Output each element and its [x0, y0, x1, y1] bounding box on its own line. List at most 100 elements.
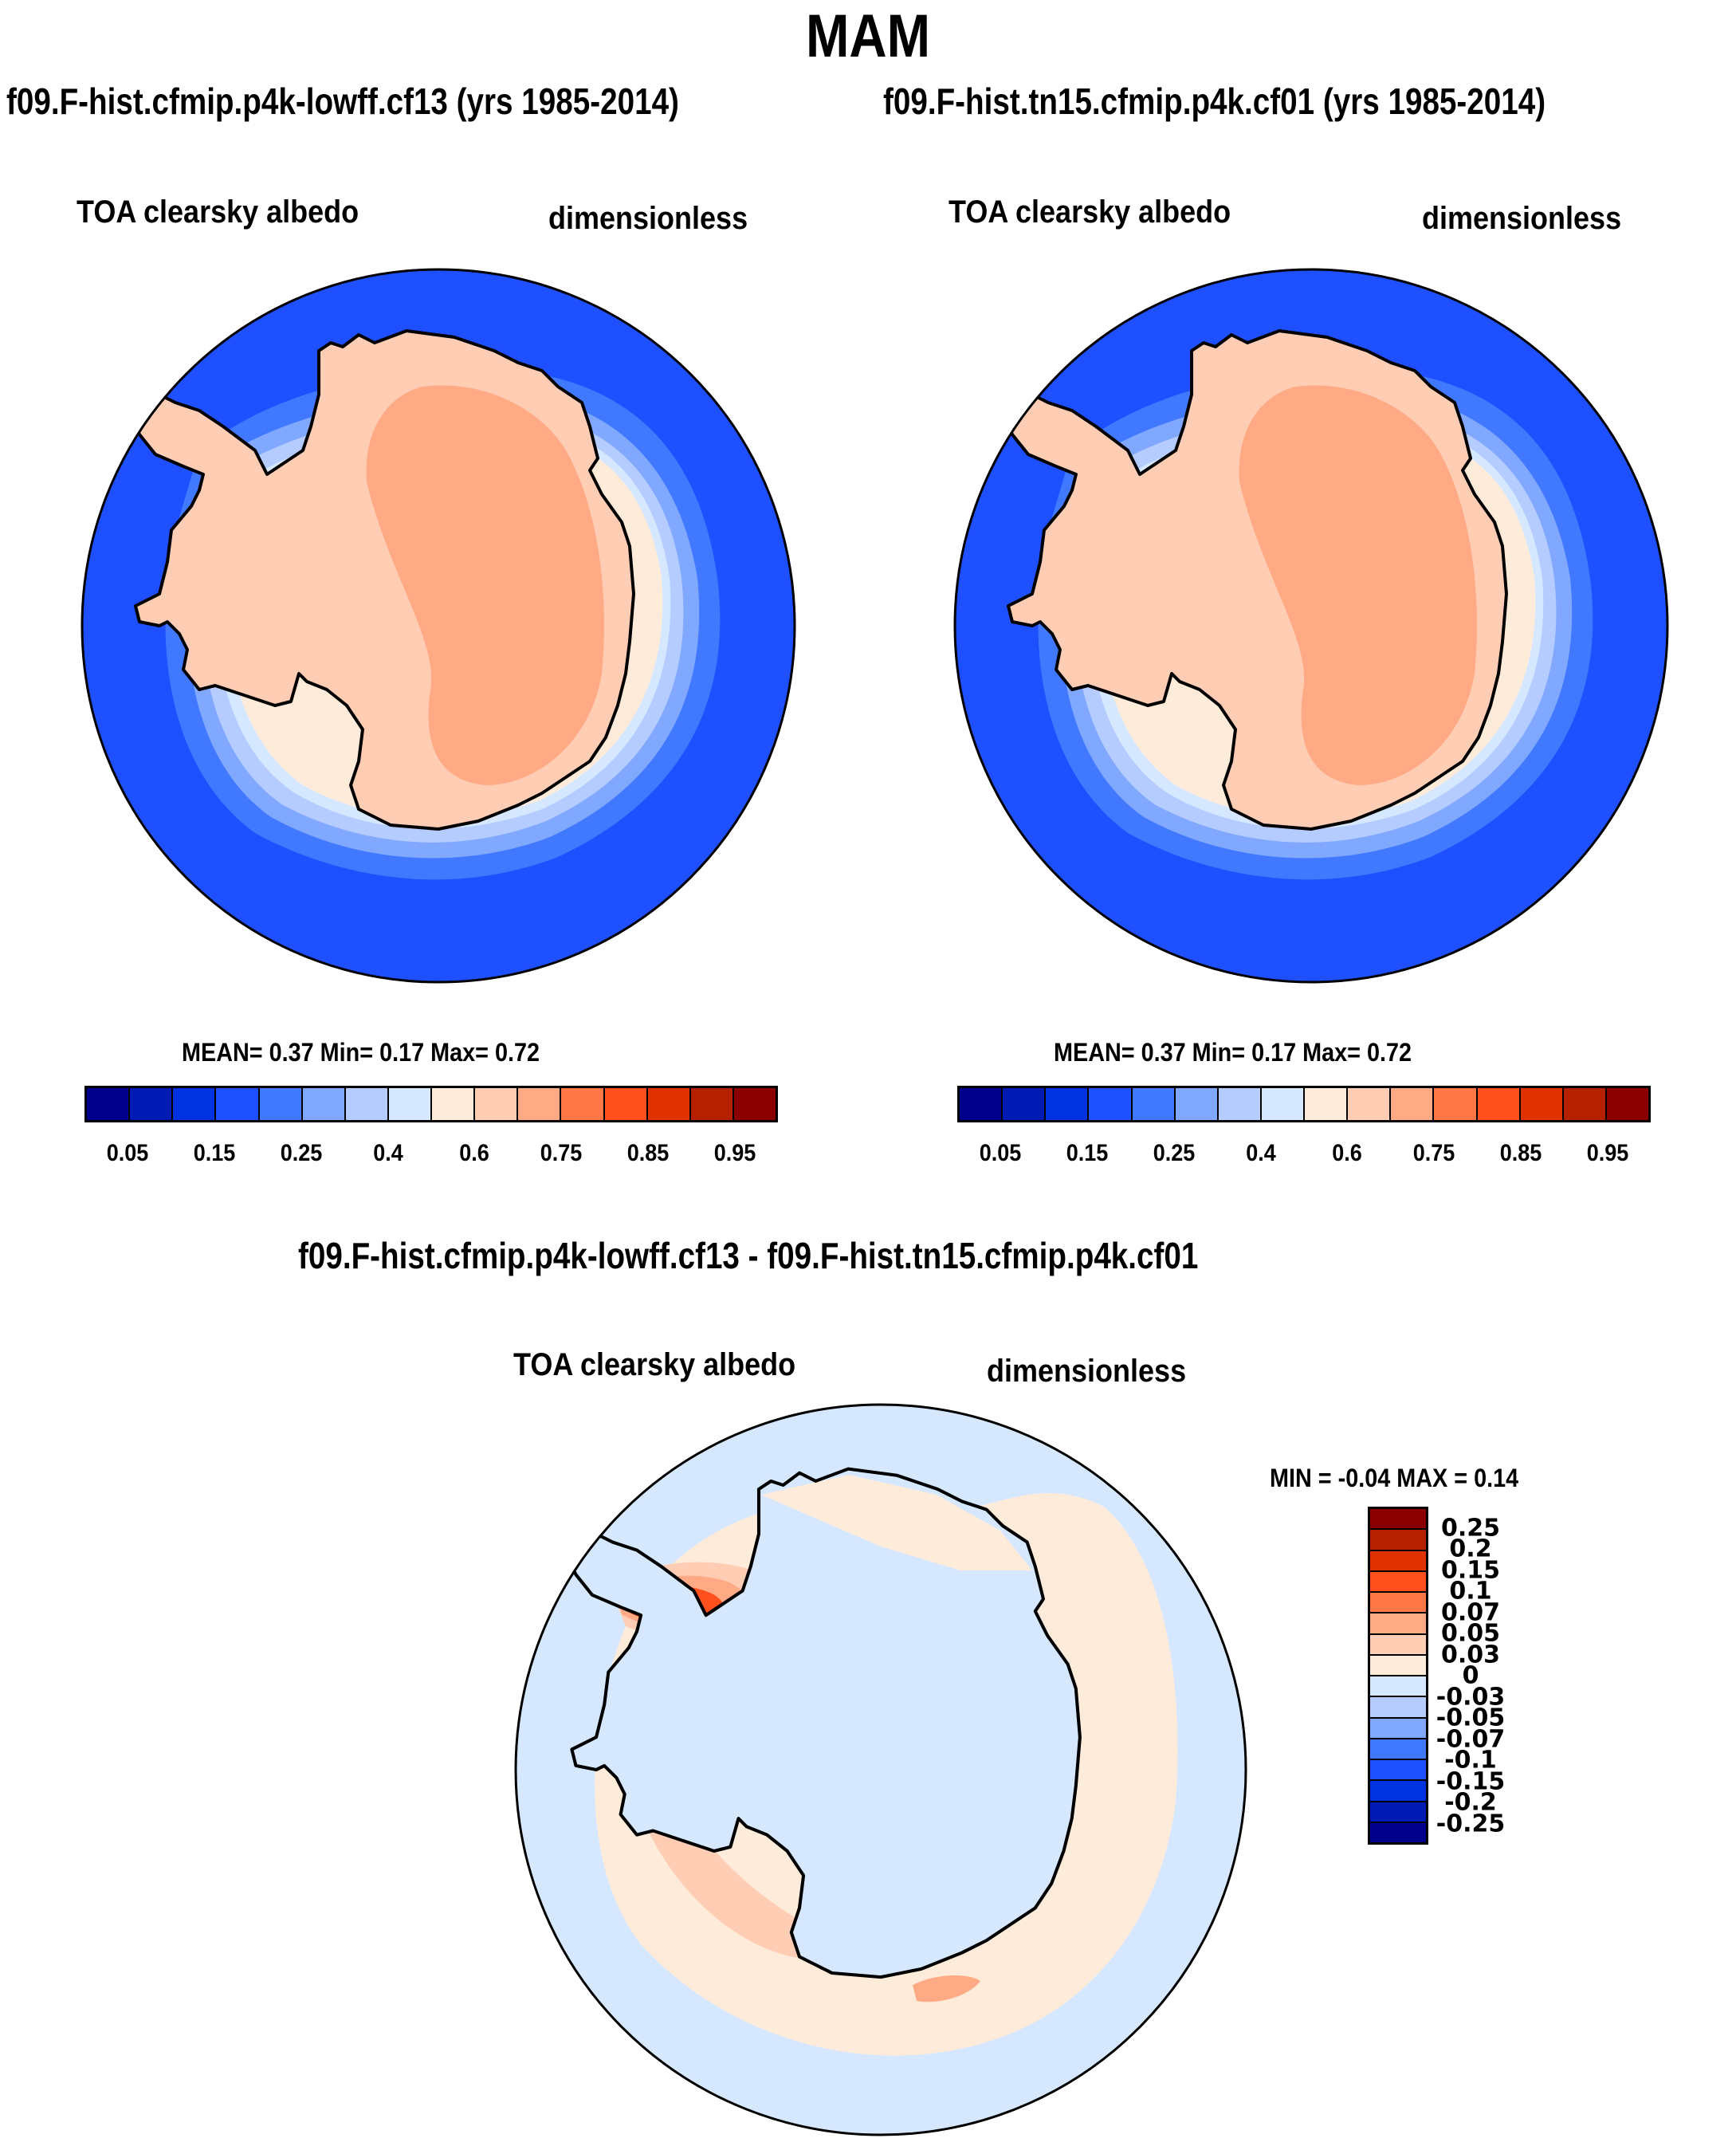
colorbar-tick-label: 0.25 [1153, 1140, 1196, 1166]
colorbar-swatch [1370, 1676, 1426, 1698]
colorbar-swatch [647, 1088, 691, 1120]
colorbar-swatch [1370, 1509, 1426, 1531]
colorbar-tick-label: 0.15 [1440, 1556, 1501, 1584]
difference-units-label: dimensionless [987, 1354, 1187, 1389]
colorbar-tick-label: -0.25 [1436, 1810, 1506, 1837]
colorbar-tick-label: 0.03 [1440, 1641, 1501, 1668]
panel-1-colorbar [84, 1086, 778, 1122]
colorbar-swatch [1606, 1088, 1648, 1120]
colorbar-tick-label: 0.15 [193, 1140, 236, 1166]
colorbar-swatch [1218, 1088, 1262, 1120]
colorbar-swatch [604, 1088, 648, 1120]
positive-anomaly-region [761, 1475, 1032, 1570]
colorbar-swatch [1370, 1571, 1426, 1593]
panel-2-map [953, 268, 1669, 984]
colorbar-tick-label: 0.6 [459, 1140, 490, 1166]
colorbar-swatch [1046, 1088, 1090, 1120]
colorbar-tick-label: -0.05 [1436, 1704, 1506, 1732]
difference-title: f09.F-hist.cfmip.p4k-lowff.cf13 - f09.F-… [298, 1235, 1199, 1276]
panel-2-variable-label: TOA clearsky albedo [949, 195, 1231, 230]
colorbar-tick-label: 0.1 [1449, 1577, 1492, 1606]
colorbar-swatch [1370, 1822, 1426, 1842]
colorbar-swatch [1089, 1088, 1133, 1120]
colorbar-swatch [1261, 1088, 1305, 1120]
panel-1-case-title: f09.F-hist.cfmip.p4k-lowff.cf13 (yrs 198… [6, 81, 679, 122]
colorbar-tick-label: 0.85 [1499, 1140, 1542, 1166]
colorbar-swatch [1132, 1088, 1176, 1120]
colorbar-tick-label: 0.05 [980, 1140, 1022, 1166]
antarctica-interior-region [564, 1468, 1080, 1978]
colorbar-tick-label: 0.95 [1586, 1140, 1628, 1166]
panel-2-stats: MEAN= 0.37 Min= 0.17 Max= 0.72 [1054, 1038, 1412, 1067]
difference-map [514, 1403, 1247, 2136]
colorbar-tick-label: -0.15 [1436, 1767, 1506, 1795]
colorbar-swatch [1563, 1088, 1607, 1120]
colorbar-swatch [561, 1088, 605, 1120]
panel-2-units-label: dimensionless [1422, 201, 1622, 236]
difference-minmax: MIN = -0.04 MAX = 0.14 [1270, 1464, 1519, 1492]
colorbar-swatch [216, 1088, 260, 1120]
colorbar-tick-label: 0.95 [713, 1140, 756, 1166]
colorbar-swatch [1370, 1593, 1426, 1614]
colorbar-tick-label: 0.05 [1440, 1619, 1501, 1648]
colorbar-swatch [130, 1088, 174, 1120]
colorbar-tick-label: 0.75 [540, 1140, 583, 1166]
panel-1-map [81, 268, 796, 984]
colorbar-swatch [1305, 1088, 1349, 1120]
colorbar-swatch [345, 1088, 389, 1120]
colorbar-tick-label: -0.03 [1436, 1683, 1506, 1711]
colorbar-swatch [960, 1088, 1004, 1120]
map-boundary-circle [953, 268, 1669, 984]
colorbar-swatch [1370, 1781, 1426, 1802]
colorbar-swatch [432, 1088, 476, 1120]
panel-1-units-label: dimensionless [548, 201, 748, 236]
colorbar-swatch [1434, 1088, 1478, 1120]
colorbar-tick-label: 0.75 [1412, 1140, 1455, 1166]
panel-1-stats: MEAN= 0.37 Min= 0.17 Max= 0.72 [182, 1038, 540, 1067]
colorbar-tick-label: -0.2 [1444, 1788, 1497, 1817]
colorbar-swatch [733, 1088, 776, 1120]
colorbar-tick-label: 0.6 [1332, 1140, 1363, 1166]
colorbar-tick-label: 0 [1462, 1661, 1479, 1690]
colorbar-swatch [259, 1088, 303, 1120]
difference-colorbar [1368, 1507, 1428, 1845]
colorbar-swatch [1370, 1613, 1426, 1635]
m1-map-content [82, 269, 795, 982]
colorbar-swatch [1370, 1530, 1426, 1551]
difference-variable-label: TOA clearsky albedo [513, 1347, 796, 1382]
colorbar-tick-label: 0.4 [372, 1140, 403, 1166]
colorbar-swatch [1370, 1718, 1426, 1739]
colorbar-swatch [1520, 1088, 1564, 1120]
colorbar-tick-label: 0.85 [626, 1140, 670, 1166]
colorbar-swatch [1391, 1088, 1435, 1120]
colorbar-swatch [1370, 1551, 1426, 1572]
colorbar-tick-label: -0.1 [1444, 1746, 1497, 1775]
colorbar-tick-label: 0.2 [1449, 1535, 1492, 1563]
east-antarctic-plateau-region [366, 385, 604, 785]
diff-map-content [516, 1405, 1246, 2135]
colorbar-swatch [518, 1088, 562, 1120]
colorbar-tick-label: 0.25 [1440, 1514, 1501, 1542]
colorbar-swatch [1003, 1088, 1047, 1120]
colorbar-swatch [87, 1088, 131, 1120]
east-antarctic-plateau-region [1239, 385, 1477, 785]
colorbar-tick-label: 0.25 [280, 1140, 323, 1166]
colorbar-tick-label: 0.4 [1245, 1140, 1276, 1166]
map-boundary-circle [81, 268, 796, 984]
m2-map-content [955, 269, 1667, 982]
panel-2-colorbar [957, 1086, 1651, 1122]
colorbar-tick-label: -0.07 [1436, 1725, 1506, 1753]
colorbar-swatch [1477, 1088, 1521, 1120]
colorbar-swatch [388, 1088, 432, 1120]
colorbar-tick-label: 0.05 [107, 1140, 149, 1166]
colorbar-tick-label: 0.07 [1440, 1598, 1501, 1626]
colorbar-swatch [1370, 1634, 1426, 1656]
positive-anomaly-region [913, 1975, 980, 2003]
colorbar-swatch [475, 1088, 519, 1120]
colorbar-swatch [1370, 1655, 1426, 1676]
colorbar-swatch [1348, 1088, 1392, 1120]
colorbar-swatch [1370, 1802, 1426, 1823]
colorbar-swatch [1175, 1088, 1219, 1120]
colorbar-swatch [302, 1088, 346, 1120]
colorbar-swatch [1370, 1739, 1426, 1760]
